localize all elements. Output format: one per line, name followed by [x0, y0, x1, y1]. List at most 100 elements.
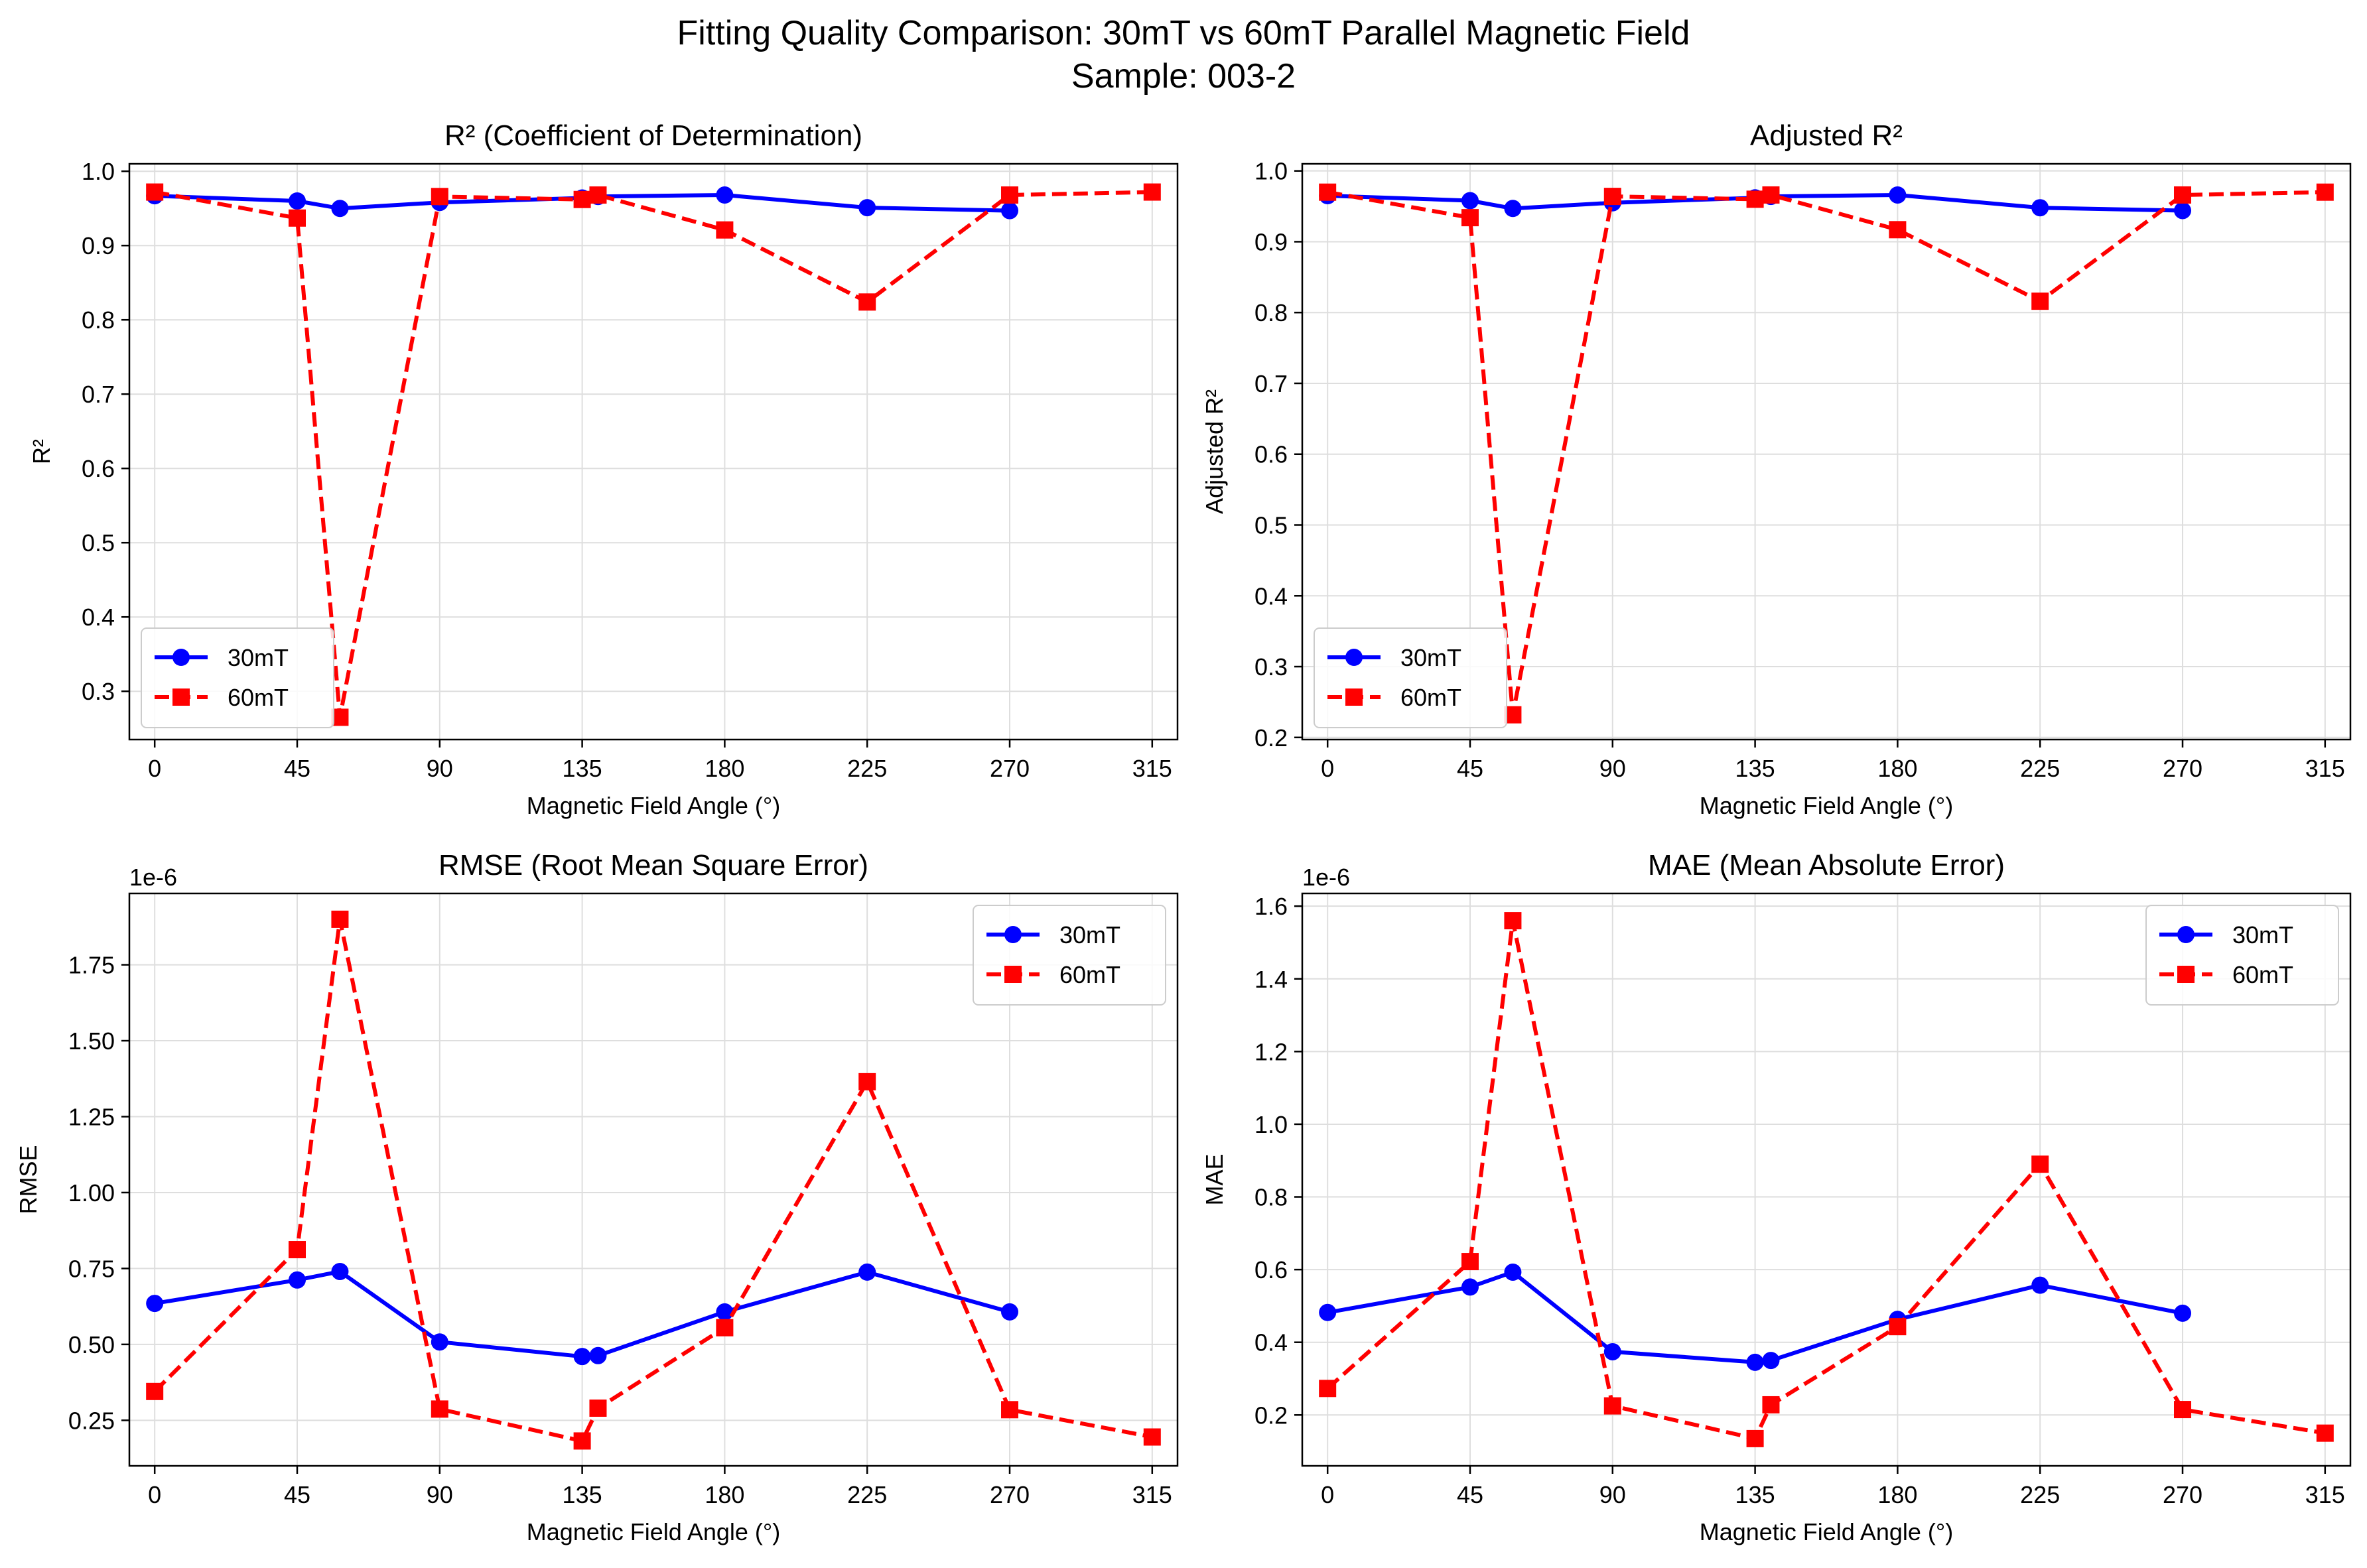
data-point-30mT	[1001, 202, 1019, 220]
legend-label-60mT: 60mT	[1059, 961, 1120, 988]
x-tick-label: 0	[148, 755, 161, 782]
data-point-30mT	[2174, 1304, 2192, 1322]
data-point-60mT	[573, 1432, 591, 1450]
legend: 30mT 60mT	[1314, 627, 1507, 728]
x-tick-label: 135	[563, 1481, 602, 1508]
series-60mT	[146, 910, 1161, 1450]
legend: 30mT 60mT	[2145, 905, 2339, 1006]
x-axis-label: Magnetic Field Angle (°)	[1700, 1518, 1954, 1545]
y-tick-label: 1.00	[68, 1179, 115, 1207]
x-tick-label: 225	[2020, 1481, 2060, 1508]
x-tick-label: 315	[1132, 1481, 1172, 1508]
series-30mT	[1319, 1263, 2192, 1371]
y-tick-label: 0.6	[82, 455, 115, 482]
y-tick-label: 0.8	[82, 306, 115, 334]
grid	[1302, 164, 2350, 740]
data-point-60mT	[1143, 1428, 1161, 1446]
y-tick-label: 1.4	[1254, 966, 1288, 993]
y-tick-label: 1.0	[1254, 1111, 1288, 1138]
axes-title: R² (Coefficient of Determination)	[444, 119, 862, 152]
x-tick-label: 270	[990, 1481, 1030, 1508]
data-point-60mT	[288, 1241, 306, 1259]
data-point-60mT	[1746, 190, 1764, 208]
data-point-60mT	[589, 1400, 607, 1417]
data-point-60mT	[431, 188, 448, 206]
data-point-60mT	[2031, 293, 2049, 310]
plot-frame	[1301, 892, 2352, 1467]
legend-label-60mT: 60mT	[228, 684, 289, 711]
data-point-60mT	[716, 221, 734, 239]
y-tick-label: 1.0	[1254, 158, 1288, 185]
legend-marker-30mT	[172, 649, 190, 666]
data-point-30mT	[288, 1271, 306, 1289]
data-point-60mT	[1319, 183, 1337, 201]
data-point-60mT	[1889, 221, 1907, 239]
x-tick-label: 270	[990, 755, 1030, 782]
x-tick-label: 135	[563, 755, 602, 782]
legend-label-60mT: 60mT	[2232, 961, 2293, 988]
y-tick-label: 0.6	[1254, 1256, 1288, 1283]
legend-frame	[973, 905, 1166, 1006]
y-tick-label: 0.8	[1254, 299, 1288, 326]
y-tick-label: 0.75	[68, 1255, 115, 1282]
data-point-30mT	[2031, 199, 2049, 217]
data-point-60mT	[331, 910, 349, 928]
x-tick-label: 0	[1321, 755, 1334, 782]
y-tick-label: 0.50	[68, 1331, 115, 1358]
x-tick-label: 315	[2305, 755, 2345, 782]
axes-title: RMSE (Root Mean Square Error)	[439, 849, 868, 882]
x-tick-label: 45	[1457, 1481, 1483, 1508]
x-axis-label: Magnetic Field Angle (°)	[527, 1518, 781, 1545]
y-tick-label: 0.5	[1254, 512, 1288, 539]
y-tick-label: 0.6	[1254, 441, 1288, 468]
x-tick-label: 90	[427, 1481, 453, 1508]
data-point-30mT	[1461, 1278, 1479, 1296]
series-line-60mT	[1326, 919, 2326, 1441]
y-tick-label: 1.75	[68, 952, 115, 979]
data-point-30mT	[1603, 1342, 1621, 1360]
plot-frame	[128, 163, 1179, 741]
legend-label-30mT: 30mT	[1400, 644, 1461, 671]
y-tick-label: 0.5	[82, 529, 115, 556]
data-point-60mT	[1001, 1401, 1019, 1419]
data-point-60mT	[589, 186, 607, 204]
y-tick-label: 0.8	[1254, 1184, 1288, 1211]
subplot-4: 0 45 90 135 180 225 270 315 0.2 0.4 0.6 0.8 1.0 1.2 1.…	[1201, 849, 2352, 1545]
y-tick-label: 0.7	[82, 381, 115, 408]
data-point-60mT	[1889, 1318, 1907, 1336]
figure-title-line1: Fitting Quality Comparison: 30mT vs 60mT…	[677, 14, 1690, 52]
figure-title-line2: Sample: 003-2	[1071, 57, 1296, 96]
data-point-60mT	[1504, 912, 1522, 930]
axes-title: MAE (Mean Absolute Error)	[1648, 849, 2005, 882]
legend: 30mT 60mT	[141, 627, 334, 728]
legend-marker-30mT	[1345, 649, 1363, 666]
y-tick-label: 0.2	[1254, 724, 1288, 751]
data-point-60mT	[1461, 209, 1479, 227]
axes-title: Adjusted R²	[1750, 119, 1903, 152]
data-point-30mT	[288, 192, 306, 210]
x-tick-label: 315	[1132, 755, 1172, 782]
y-tick-label: 0.9	[82, 232, 115, 259]
data-point-60mT	[1319, 1380, 1337, 1398]
y-axis-label: RMSE	[15, 1145, 42, 1214]
data-point-60mT	[1001, 186, 1019, 204]
data-point-30mT	[573, 1348, 591, 1366]
x-axis-label: Magnetic Field Angle (°)	[1700, 792, 1954, 819]
y-tick-label: 1.25	[68, 1104, 115, 1131]
x-tick-label: 45	[284, 1481, 310, 1508]
y-tick-label: 0.4	[1254, 1329, 1288, 1356]
data-point-30mT	[2174, 202, 2192, 220]
data-point-30mT	[1461, 192, 1479, 210]
x-tick-label: 90	[1599, 755, 1626, 782]
x-tick-label: 45	[1457, 755, 1483, 782]
data-point-30mT	[431, 1333, 448, 1351]
data-point-30mT	[1504, 1263, 1522, 1281]
x-axis-label: Magnetic Field Angle (°)	[527, 792, 781, 819]
legend-label-60mT: 60mT	[1400, 684, 1461, 711]
x-tick-label: 225	[2020, 755, 2060, 782]
x-tick-label: 270	[2163, 755, 2202, 782]
data-point-60mT	[573, 190, 591, 208]
subplot-3: 0 45 90 135 180 225 270 315 0.25 0.50 0.75 1.00 1.25…	[15, 849, 1179, 1545]
data-point-60mT	[1762, 1396, 1780, 1413]
subplot-2: 0 45 90 135 180 225 270 315 0.2 0.3 0.4 0.5 0.6 0.7 0.…	[1201, 119, 2352, 819]
